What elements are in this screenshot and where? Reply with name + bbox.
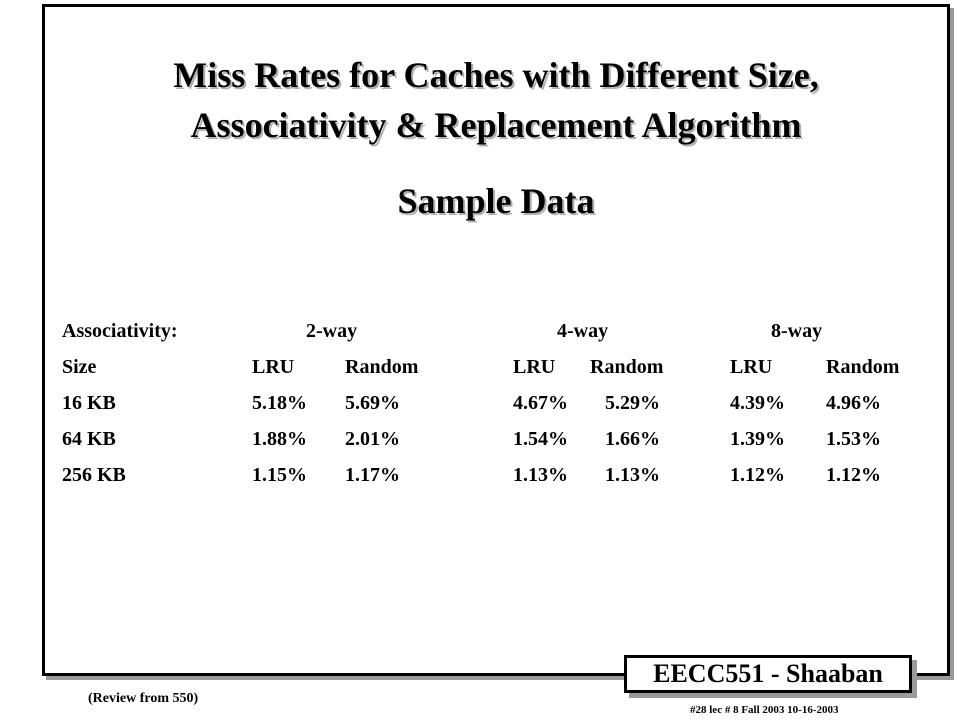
table-cell: 4.96% [826,392,881,414]
header-2-way: 2-way [306,320,358,342]
associativity-label: Associativity: [62,320,178,342]
table-cell: 1.88% [252,428,307,450]
slide-title: Miss Rates for Caches with Different Siz… [42,50,950,150]
table-cell: 1.13% [513,464,568,486]
title-line-2: Associativity & Replacement Algorithm [190,105,802,145]
table-cell: 1.54% [513,428,568,450]
header-4-way: 4-way [557,320,609,342]
table-cell: 1.53% [826,428,881,450]
header-random: Random [345,356,419,378]
slide-subtitle: Sample Data [397,181,595,221]
header-lru: LRU [513,356,556,378]
table-cell: 1.66% [605,428,660,450]
slide-frame [42,4,950,676]
header-random: Random [590,356,664,378]
table-cell: 5.29% [605,392,660,414]
row-size-cell: 256 KB [62,464,126,486]
header-8-way: 8-way [771,320,823,342]
table-cell: 4.39% [730,392,785,414]
title-line-1: Miss Rates for Caches with Different Siz… [173,55,819,95]
header-lru: LRU [730,356,773,378]
table-cell: 1.15% [252,464,307,486]
table-cell: 1.12% [730,464,785,486]
row-size-cell: 64 KB [62,428,116,450]
table-cell: 5.69% [345,392,400,414]
table-cell: 5.18% [252,392,307,414]
table-cell: 2.01% [345,428,400,450]
row-size-cell: 16 KB [62,392,116,414]
lecture-info: #28 lec # 8 Fall 2003 10-16-2003 [690,704,839,716]
table-cell: 1.13% [605,464,660,486]
header-lru: LRU [252,356,295,378]
table-cell: 1.17% [345,464,400,486]
review-note: (Review from 550) [88,691,199,706]
course-badge-label: EECC551 - Shaaban [653,659,883,688]
table-cell: 1.12% [826,464,881,486]
table-cell: 4.67% [513,392,568,414]
course-badge: EECC551 - Shaaban [624,655,912,693]
table-cell: 1.39% [730,428,785,450]
header-random: Random [826,356,900,378]
header-size: Size [62,356,97,378]
